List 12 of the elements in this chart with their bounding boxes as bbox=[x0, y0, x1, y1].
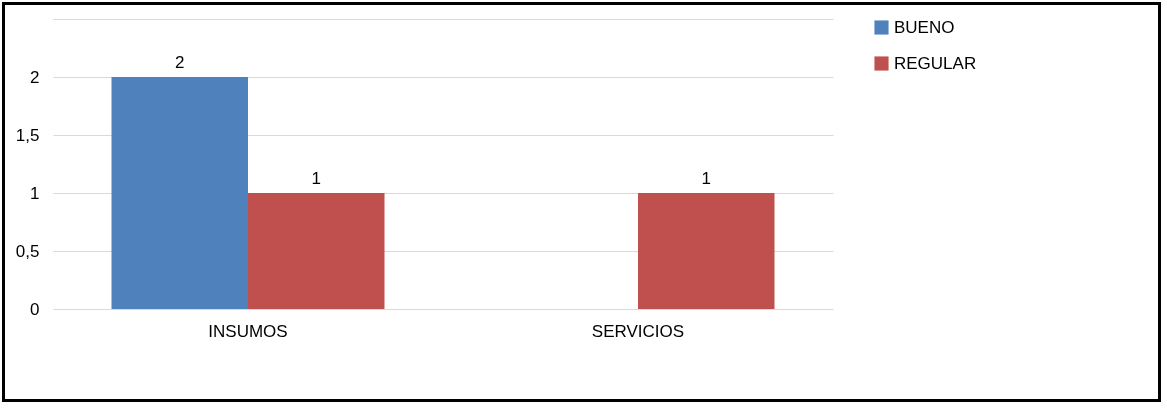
data-label: 1 bbox=[701, 169, 711, 188]
y-tick-label: 0 bbox=[30, 299, 40, 319]
data-label: 1 bbox=[311, 169, 321, 188]
x-tick-label: INSUMOS bbox=[208, 321, 288, 341]
legend-label: BUENO bbox=[894, 17, 955, 37]
y-tick-label: 1 bbox=[30, 183, 40, 203]
legend-label: REGULAR bbox=[894, 53, 977, 73]
data-label: 2 bbox=[175, 53, 185, 72]
y-tick-label: 0,5 bbox=[15, 241, 40, 261]
y-tick-label: 2 bbox=[30, 67, 40, 87]
y-tick-label: 1,5 bbox=[15, 125, 40, 145]
x-tick-label: SERVICIOS bbox=[591, 321, 685, 341]
